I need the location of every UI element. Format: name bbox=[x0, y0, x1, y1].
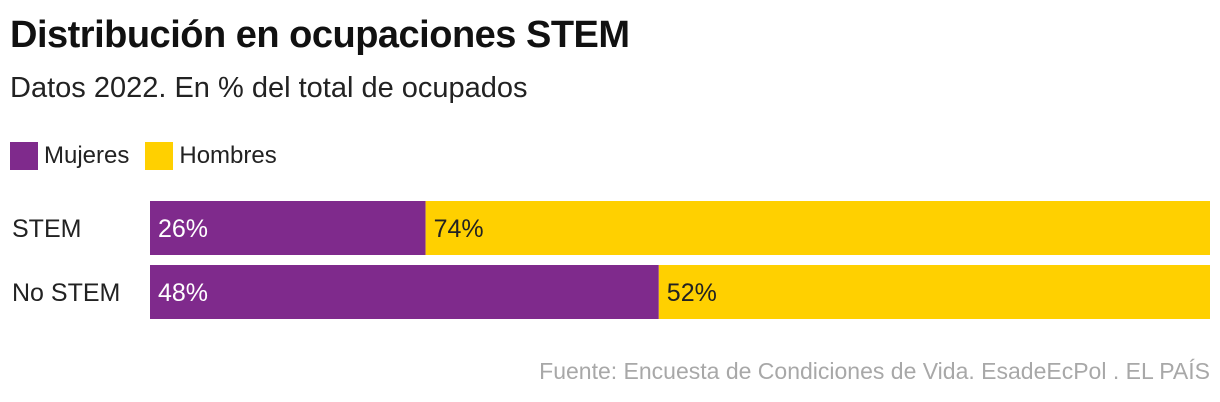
bar-stem-hombres bbox=[425, 201, 1211, 255]
data-label-no-stem-mujeres: 48% bbox=[158, 279, 208, 307]
chart-title: Distribución en ocupaciones STEM bbox=[10, 14, 630, 56]
legend-item-mujeres: Mujeres bbox=[10, 142, 129, 170]
legend-swatch-mujeres bbox=[10, 142, 38, 170]
legend-swatch-hombres bbox=[145, 142, 174, 170]
data-label-no-stem-hombres: 52% bbox=[667, 279, 717, 307]
data-label-stem-mujeres: 26% bbox=[158, 215, 208, 243]
category-label-no-stem: No STEM bbox=[12, 279, 120, 307]
legend-label-hombres: Hombres bbox=[179, 142, 277, 169]
legend-item-hombres: Hombres bbox=[145, 142, 277, 170]
bar-no-stem-mujeres bbox=[150, 265, 659, 319]
bar-stem-mujeres bbox=[150, 201, 426, 255]
source-note: Fuente: Encuesta de Condiciones de Vida.… bbox=[539, 358, 1210, 384]
bar-no-stem-hombres bbox=[658, 265, 1210, 319]
chart-subtitle: Datos 2022. En % del total de ocupados bbox=[10, 72, 528, 104]
category-label-stem: STEM bbox=[12, 215, 81, 243]
legend-label-mujeres: Mujeres bbox=[44, 142, 130, 169]
legend: Mujeres Hombres bbox=[10, 139, 293, 173]
stacked-bar-chart: STEM 26% 74% No STEM 48% 52% bbox=[12, 201, 1211, 319]
data-label-stem-hombres: 74% bbox=[434, 215, 484, 243]
